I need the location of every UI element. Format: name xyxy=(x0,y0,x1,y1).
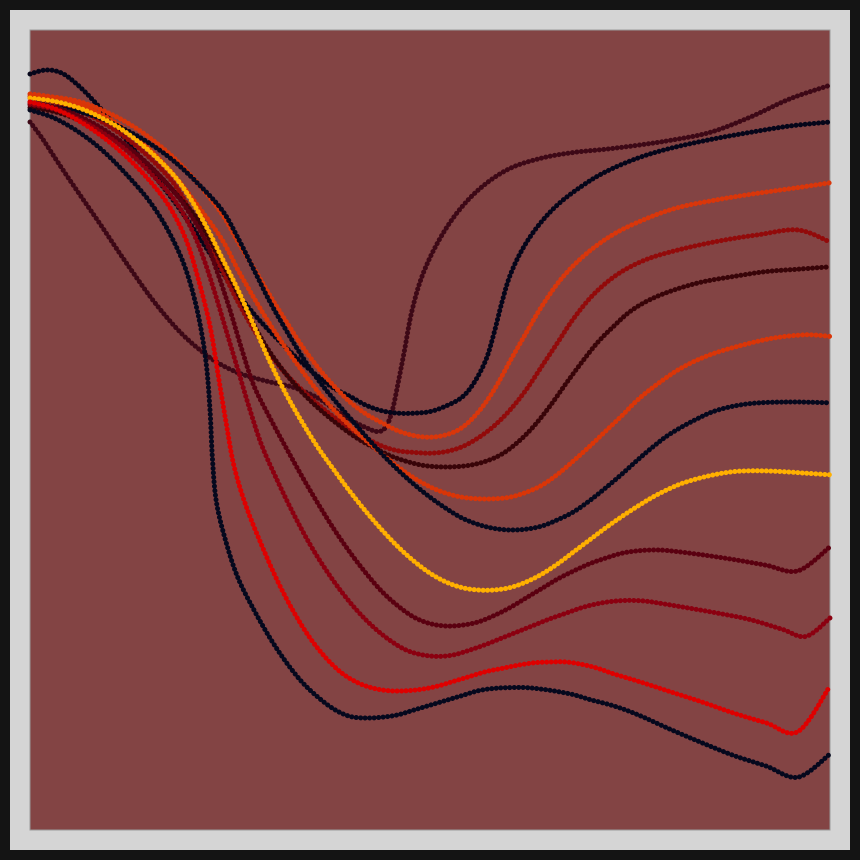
series-line-5 xyxy=(27,105,833,470)
series-line-11 xyxy=(27,99,833,736)
series-line-9 xyxy=(27,99,833,629)
series-line-8 xyxy=(27,95,833,593)
series-line-1 xyxy=(27,82,833,435)
series-layer xyxy=(27,67,833,780)
series-line-10 xyxy=(27,101,833,659)
chart-svg xyxy=(27,29,833,831)
figure-frame xyxy=(10,10,850,850)
series-line-4 xyxy=(27,95,833,456)
series-line-12 xyxy=(27,107,833,780)
series-line-7 xyxy=(27,101,833,533)
